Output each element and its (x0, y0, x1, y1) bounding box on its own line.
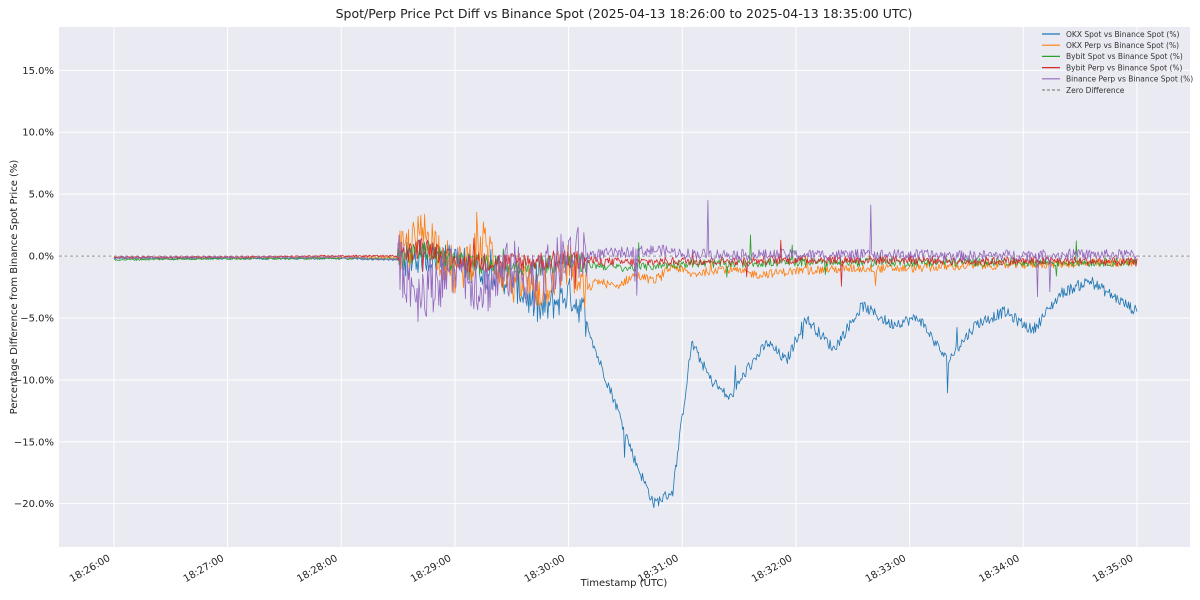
series-line (113, 237, 1138, 290)
y-tick-label: −10.0% (14, 375, 54, 386)
legend-entry: OKX Perp vs Binance Spot (%) (1066, 41, 1179, 50)
y-tick-label: 10.0% (22, 128, 54, 139)
x-tick-label: 18:32:00 (750, 553, 794, 585)
legend-entry: OKX Spot vs Binance Spot (%) (1066, 30, 1179, 39)
series-line (113, 239, 1138, 509)
chart-title: Spot/Perp Price Pct Diff vs Binance Spot… (336, 6, 913, 21)
y-tick-label: −20.0% (14, 499, 54, 510)
x-tick-label: 18:35:00 (1091, 553, 1135, 585)
x-tick-label: 18:28:00 (295, 553, 339, 585)
y-tick-label: 15.0% (22, 66, 54, 77)
legend-entry: Bybit Perp vs Binance Spot (%) (1066, 63, 1183, 72)
y-axis-label: Percentage Difference from Binance Spot … (9, 160, 20, 415)
x-tick-label: 18:29:00 (409, 553, 453, 585)
legend-entry: Bybit Spot vs Binance Spot (%) (1066, 52, 1183, 61)
plot-area (59, 27, 1190, 547)
x-tick-label: 18:27:00 (182, 553, 226, 585)
legend-entry: Zero Difference (1066, 86, 1125, 95)
x-tick-label: 18:34:00 (977, 553, 1021, 585)
legend: OKX Spot vs Binance Spot (%) OKX Perp vs … (1042, 30, 1193, 95)
legend-entry: Binance Perp vs Binance Spot (%) (1066, 75, 1193, 84)
grid (59, 27, 1190, 547)
y-tick-label: 0.0% (29, 252, 54, 263)
x-tick-label: 18:26:00 (68, 553, 112, 585)
series-layer (113, 199, 1138, 509)
x-tick-label: 18:30:00 (523, 553, 567, 585)
y-tick-label: 5.0% (29, 190, 54, 201)
x-axis-label: Timestamp (UTC) (580, 578, 668, 589)
series-line (113, 199, 1137, 323)
y-tick-label: −5.0% (20, 313, 54, 324)
y-tick-label: −15.0% (14, 437, 54, 448)
x-tick-label: 18:33:00 (864, 553, 908, 585)
series-line (113, 234, 1138, 278)
